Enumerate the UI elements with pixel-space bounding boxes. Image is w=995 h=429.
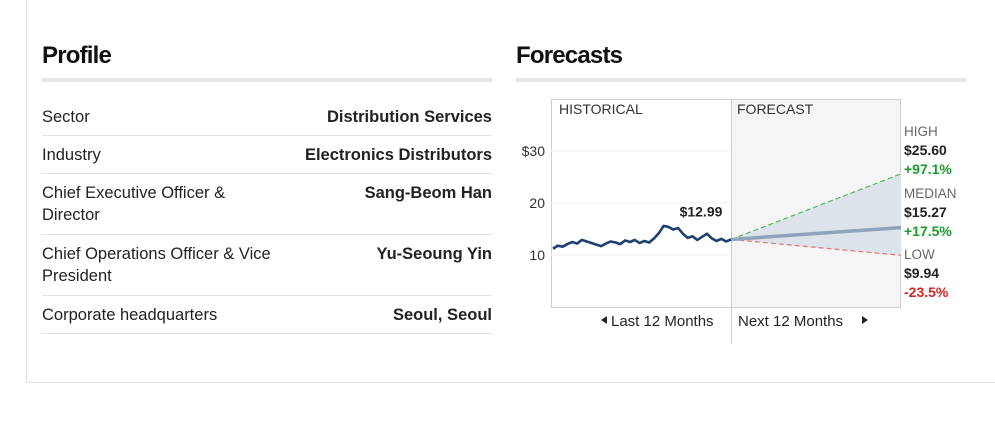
profile-heading: Profile — [42, 42, 112, 69]
last-12-months-label: Last 12 Months — [611, 313, 714, 330]
high-forecast-line — [730, 173, 902, 241]
profile-value: Distribution Services — [326, 108, 492, 126]
y-tick-label: 20 — [529, 195, 545, 211]
forecasts-heading: Forecasts — [516, 42, 623, 69]
median-forecast-line — [730, 225, 902, 242]
forecast-change-label: +17.5% — [904, 223, 952, 239]
profile-table: Sector Distribution Services Industry El… — [42, 98, 492, 334]
forecast-name-label: MEDIAN — [904, 186, 957, 201]
profile-label: Industry — [42, 146, 101, 164]
forecast-chart: HISTORICAL FORECAST $30 20 10 $12.99 HIGH $… — [522, 99, 957, 344]
last-12-months-button[interactable]: Last 12 Months — [601, 313, 714, 330]
y-tick-label: $30 — [522, 143, 546, 159]
profile-value: Electronics Distributors — [304, 146, 492, 164]
left-triangle-icon — [601, 316, 607, 324]
forecast-change-label: +97.1% — [904, 161, 952, 177]
profile-label: Chief Executive Officer & Director — [42, 184, 226, 224]
y-tick-label: 10 — [529, 247, 545, 263]
forecast-section-label: FORECAST — [737, 101, 814, 117]
forecast-labels: HIGH $25.60 +97.1% MEDIAN $15.27 +17.5% LOW $9.… — [904, 124, 957, 300]
next-12-months-button[interactable]: Next 12 Months — [738, 313, 868, 330]
profile-row-sector: Sector Distribution Services — [42, 98, 492, 136]
low-forecast-line — [730, 238, 902, 256]
profile-value: Sang-Beom Han — [364, 184, 492, 202]
forecast-price-label: $9.94 — [904, 265, 939, 281]
price-history-line — [552, 224, 732, 250]
profile-value: Yu-Seoung Yin — [376, 245, 492, 263]
profile-row-industry: Industry Electronics Distributors — [42, 136, 492, 174]
profile-value: Seoul, Seoul — [392, 306, 492, 324]
profile-row-headquarters: Corporate headquarters Seoul, Seoul — [42, 296, 492, 334]
right-triangle-icon — [862, 316, 868, 324]
profile-label: Corporate headquarters — [42, 306, 218, 324]
current-price-label: $12.99 — [680, 203, 723, 219]
profile-heading-rule — [42, 78, 492, 82]
profile-label: Sector — [42, 108, 90, 126]
forecast-price-label: $25.60 — [904, 142, 947, 158]
forecast-change-label: -23.5% — [904, 284, 949, 300]
forecast-price-label: $15.27 — [904, 204, 947, 220]
forecasts-heading-rule — [516, 78, 966, 82]
historical-section-label: HISTORICAL — [559, 101, 643, 117]
forecast-name-label: HIGH — [904, 124, 938, 139]
next-12-months-label: Next 12 Months — [738, 313, 843, 330]
forecast-name-label: LOW — [904, 247, 935, 262]
y-axis: $30 20 10 — [522, 143, 731, 263]
profile-row-ceo: Chief Executive Officer & Director Sang-… — [42, 174, 492, 235]
profile-row-coo: Chief Operations Officer & Vice Presiden… — [42, 235, 492, 296]
profile-label: Chief Operations Officer & Vice Presiden… — [42, 245, 271, 285]
